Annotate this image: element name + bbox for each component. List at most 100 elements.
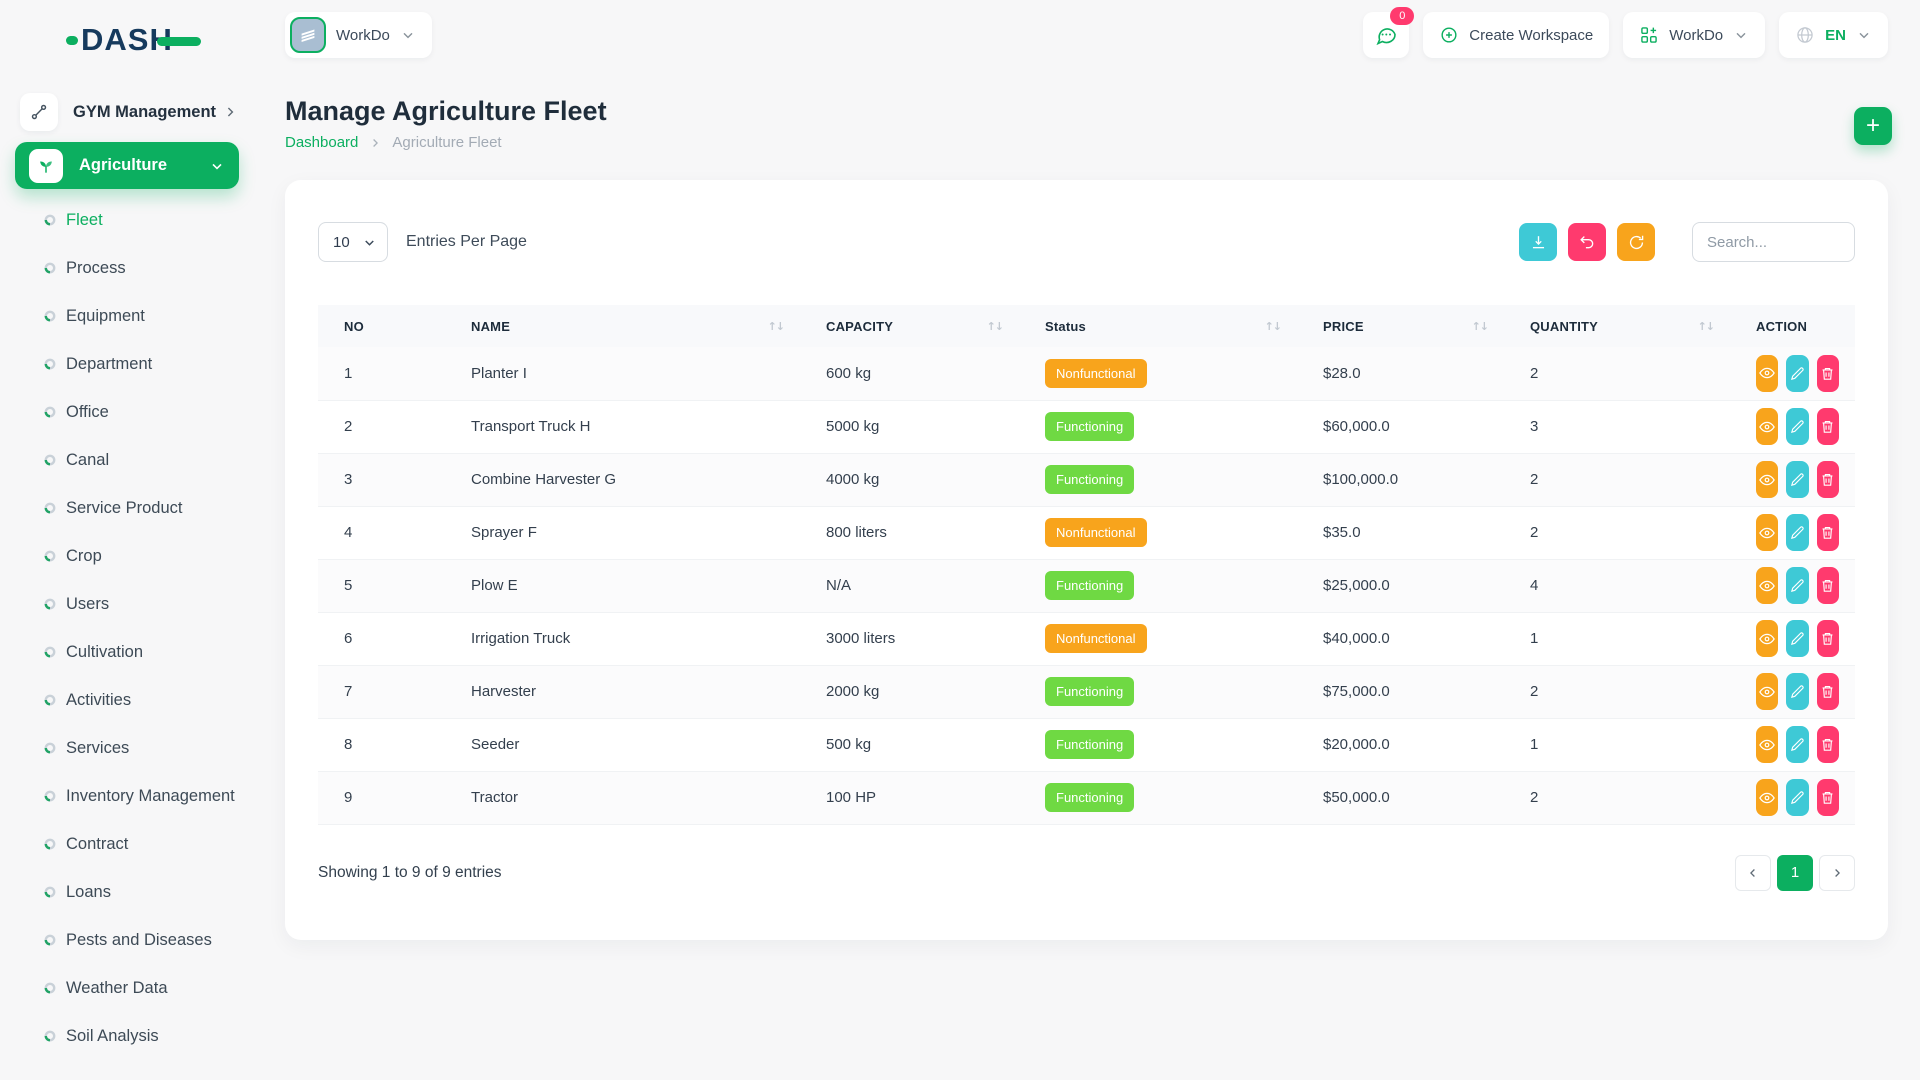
edit-button[interactable] <box>1786 726 1809 763</box>
messages-button[interactable]: 0 <box>1363 7 1415 58</box>
sidebar-item-office[interactable]: Office <box>0 388 260 436</box>
pencil-icon <box>1790 420 1804 433</box>
view-button[interactable] <box>1756 514 1779 551</box>
delete-button[interactable] <box>1816 461 1839 498</box>
sidebar-item-soil-analysis[interactable]: Soil Analysis <box>0 1012 260 1060</box>
entries-per-page-select[interactable]: 10 <box>318 222 388 262</box>
cell-price: $28.0 <box>1323 364 1361 382</box>
refresh-button[interactable] <box>1617 223 1655 261</box>
cell-action <box>1730 771 1855 824</box>
view-button[interactable] <box>1756 726 1779 763</box>
delete-button[interactable] <box>1816 567 1839 604</box>
column-header-quantity[interactable]: QUANTITY ↑↓ <box>1530 318 1715 334</box>
sidebar-item-fleet[interactable]: Fleet <box>0 196 260 244</box>
plant-icon <box>29 148 63 183</box>
delete-button[interactable] <box>1816 354 1839 392</box>
prev-page-button[interactable] <box>1735 854 1771 891</box>
view-button[interactable] <box>1756 408 1779 445</box>
column-header-status[interactable]: Status ↑↓ <box>1045 318 1282 334</box>
cell-quantity: 2 <box>1530 471 1539 488</box>
sidebar-item-department[interactable]: Department <box>0 340 260 388</box>
topbar: WorkDo 0 Create Workspace <box>285 0 1888 70</box>
trash-icon <box>1822 632 1833 645</box>
status-badge: Functioning <box>1045 465 1135 494</box>
sort-icon: ↑↓ <box>1697 319 1715 333</box>
pencil-icon <box>1790 367 1804 380</box>
cell-capacity: 600 kg <box>826 364 872 382</box>
edit-button[interactable] <box>1786 408 1809 445</box>
delete-button[interactable] <box>1816 514 1839 551</box>
column-header-price[interactable]: PRICE ↑↓ <box>1323 318 1489 334</box>
sidebar-item-loans[interactable]: Loans <box>0 868 260 916</box>
search-input[interactable] <box>1692 222 1855 262</box>
delete-button[interactable] <box>1816 726 1839 763</box>
sidebar-item-users[interactable]: Users <box>0 580 260 628</box>
cell-price: $20,000.0 <box>1323 736 1390 753</box>
edit-button[interactable] <box>1786 354 1809 392</box>
sidebar-item-pests-and-diseases[interactable]: Pests and Diseases <box>0 916 260 964</box>
create-workspace-button[interactable]: Create Workspace <box>1423 12 1610 58</box>
sidebar-item-canal[interactable]: Canal <box>0 436 260 484</box>
workspace-name: WorkDo <box>336 26 390 44</box>
language-code: EN <box>1825 26 1846 44</box>
view-button[interactable] <box>1756 673 1779 710</box>
cell-price: $75,000.0 <box>1323 683 1390 700</box>
edit-button[interactable] <box>1786 461 1809 498</box>
view-button[interactable] <box>1756 461 1779 498</box>
sidebar-item-equipment[interactable]: Equipment <box>0 292 260 340</box>
cell-price: $40,000.0 <box>1323 630 1390 647</box>
view-button[interactable] <box>1756 567 1779 604</box>
edit-button[interactable] <box>1786 620 1809 657</box>
sidebar-item-crop[interactable]: Crop <box>0 532 260 580</box>
next-page-button[interactable] <box>1819 854 1855 891</box>
edit-button[interactable] <box>1786 514 1809 551</box>
export-button[interactable] <box>1519 223 1557 261</box>
dumbbell-icon <box>20 93 58 131</box>
edit-button[interactable] <box>1786 779 1809 816</box>
eye-icon <box>1759 792 1775 803</box>
menu-dot-icon <box>44 406 56 418</box>
edit-button[interactable] <box>1786 567 1809 604</box>
delete-button[interactable] <box>1816 620 1839 657</box>
table-row: 1 Planter I 600 kg Nonfunctional $28.0 2 <box>318 347 1855 400</box>
language-selector[interactable]: EN <box>1779 12 1888 58</box>
page-1-button[interactable]: 1 <box>1777 854 1813 891</box>
undo-button[interactable] <box>1568 223 1606 261</box>
sidebar-item-weather-data[interactable]: Weather Data <box>0 964 260 1012</box>
delete-button[interactable] <box>1816 408 1839 445</box>
edit-button[interactable] <box>1786 673 1809 710</box>
sidebar-item-inventory-management[interactable]: Inventory Management <box>0 772 260 820</box>
column-header-name[interactable]: NAME ↑↓ <box>471 318 785 334</box>
sidebar-item-activities[interactable]: Activities <box>0 676 260 724</box>
cell-name: Seeder <box>471 736 520 753</box>
sidebar-item-process[interactable]: Process <box>0 244 260 292</box>
sidebar-item-cultivation[interactable]: Cultivation <box>0 628 260 676</box>
sidebar-module-agriculture[interactable]: Agriculture <box>15 142 239 189</box>
chevron-down-icon <box>1736 32 1746 39</box>
workspace-menu-button[interactable]: WorkDo <box>1623 12 1766 58</box>
column-header-capacity[interactable]: CAPACITY ↑↓ <box>826 318 1004 334</box>
view-button[interactable] <box>1756 620 1779 657</box>
sidebar-item-services[interactable]: Services <box>0 724 260 772</box>
breadcrumb-dashboard-link[interactable]: Dashboard <box>285 134 359 151</box>
cell-status: Functioning <box>1019 665 1297 718</box>
status-badge: Nonfunctional <box>1045 624 1147 653</box>
status-badge: Nonfunctional <box>1045 358 1147 388</box>
sidebar-item-gym-management[interactable]: GYM Management <box>20 92 238 132</box>
add-fleet-button[interactable]: + <box>1854 107 1892 145</box>
workspace-switcher[interactable]: WorkDo <box>285 12 432 58</box>
cell-name: Tractor <box>471 789 518 806</box>
view-button[interactable] <box>1756 779 1779 816</box>
view-button[interactable] <box>1756 354 1779 392</box>
menu-dot-icon <box>44 502 56 514</box>
delete-button[interactable] <box>1816 779 1839 816</box>
dash-logo[interactable]: DASH <box>66 22 201 58</box>
table-row: 8 Seeder 500 kg Functioning $20,000.0 1 <box>318 718 1855 771</box>
sidebar-item-service-product[interactable]: Service Product <box>0 484 260 532</box>
cell-name: Harvester <box>471 683 537 700</box>
sort-icon: ↑↓ <box>767 319 785 333</box>
sidebar-item-contract[interactable]: Contract <box>0 820 260 868</box>
delete-button[interactable] <box>1816 673 1839 710</box>
cell-quantity: 2 <box>1530 524 1539 541</box>
cell-status: Nonfunctional <box>1019 612 1297 665</box>
